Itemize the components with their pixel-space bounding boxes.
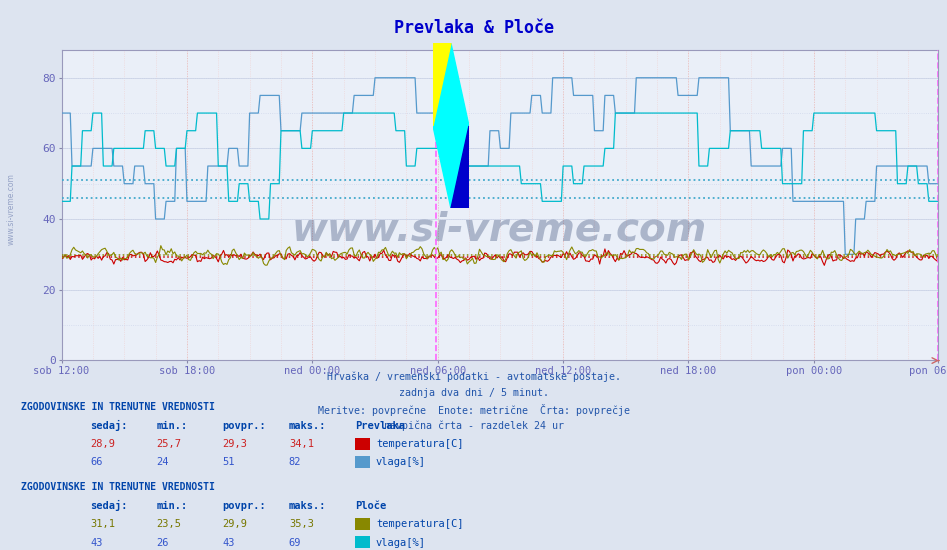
Text: 31,1: 31,1 <box>90 519 115 530</box>
Text: 24: 24 <box>156 457 169 467</box>
Text: temperatura[C]: temperatura[C] <box>376 519 463 530</box>
Text: min.:: min.: <box>156 421 188 431</box>
Text: sedaj:: sedaj: <box>90 420 128 431</box>
Text: 51: 51 <box>223 457 235 467</box>
Text: 35,3: 35,3 <box>289 519 313 530</box>
Polygon shape <box>433 43 451 126</box>
Text: 25,7: 25,7 <box>156 439 181 449</box>
Polygon shape <box>451 126 469 208</box>
Text: 29,9: 29,9 <box>223 519 247 530</box>
Text: povpr.:: povpr.: <box>223 501 266 512</box>
Text: 29,3: 29,3 <box>223 439 247 449</box>
Text: Meritve: povprečne  Enote: metrične  Črta: povprečje: Meritve: povprečne Enote: metrične Črta:… <box>317 404 630 416</box>
Text: ZGODOVINSKE IN TRENUTNE VREDNOSTI: ZGODOVINSKE IN TRENUTNE VREDNOSTI <box>21 482 215 492</box>
Text: maks.:: maks.: <box>289 421 327 431</box>
Polygon shape <box>433 43 469 208</box>
Text: navpična črta - razdelek 24 ur: navpična črta - razdelek 24 ur <box>384 421 563 431</box>
Text: ZGODOVINSKE IN TRENUTNE VREDNOSTI: ZGODOVINSKE IN TRENUTNE VREDNOSTI <box>21 402 215 412</box>
Text: vlaga[%]: vlaga[%] <box>376 537 426 548</box>
Text: Prevlaka & Ploče: Prevlaka & Ploče <box>394 19 553 37</box>
Text: Prevlaka: Prevlaka <box>355 421 405 431</box>
Text: Hrvaška / vremenski podatki - avtomatske postaje.: Hrvaška / vremenski podatki - avtomatske… <box>327 371 620 382</box>
Text: Ploče: Ploče <box>355 501 386 512</box>
Text: zadnja dva dni / 5 minut.: zadnja dva dni / 5 minut. <box>399 388 548 398</box>
Text: sedaj:: sedaj: <box>90 500 128 512</box>
Text: temperatura[C]: temperatura[C] <box>376 439 463 449</box>
Text: 26: 26 <box>156 537 169 548</box>
Text: vlaga[%]: vlaga[%] <box>376 457 426 467</box>
Text: 66: 66 <box>90 457 102 467</box>
Text: 69: 69 <box>289 537 301 548</box>
Text: www.si-vreme.com: www.si-vreme.com <box>292 211 707 249</box>
Text: 28,9: 28,9 <box>90 439 115 449</box>
Text: maks.:: maks.: <box>289 501 327 512</box>
Text: 82: 82 <box>289 457 301 467</box>
Text: 43: 43 <box>223 537 235 548</box>
Text: 43: 43 <box>90 537 102 548</box>
Text: www.si-vreme.com: www.si-vreme.com <box>7 173 16 245</box>
Text: 23,5: 23,5 <box>156 519 181 530</box>
Text: povpr.:: povpr.: <box>223 421 266 431</box>
Text: 34,1: 34,1 <box>289 439 313 449</box>
Text: min.:: min.: <box>156 501 188 512</box>
